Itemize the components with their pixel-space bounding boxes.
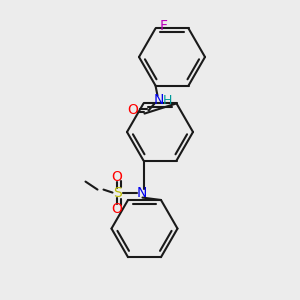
Text: F: F bbox=[160, 20, 167, 33]
Text: S: S bbox=[113, 186, 122, 200]
Text: H: H bbox=[163, 94, 172, 107]
Text: O: O bbox=[127, 103, 138, 117]
Text: N: N bbox=[153, 93, 164, 106]
Text: O: O bbox=[111, 169, 122, 184]
Text: O: O bbox=[111, 202, 122, 216]
Text: N: N bbox=[136, 186, 147, 200]
